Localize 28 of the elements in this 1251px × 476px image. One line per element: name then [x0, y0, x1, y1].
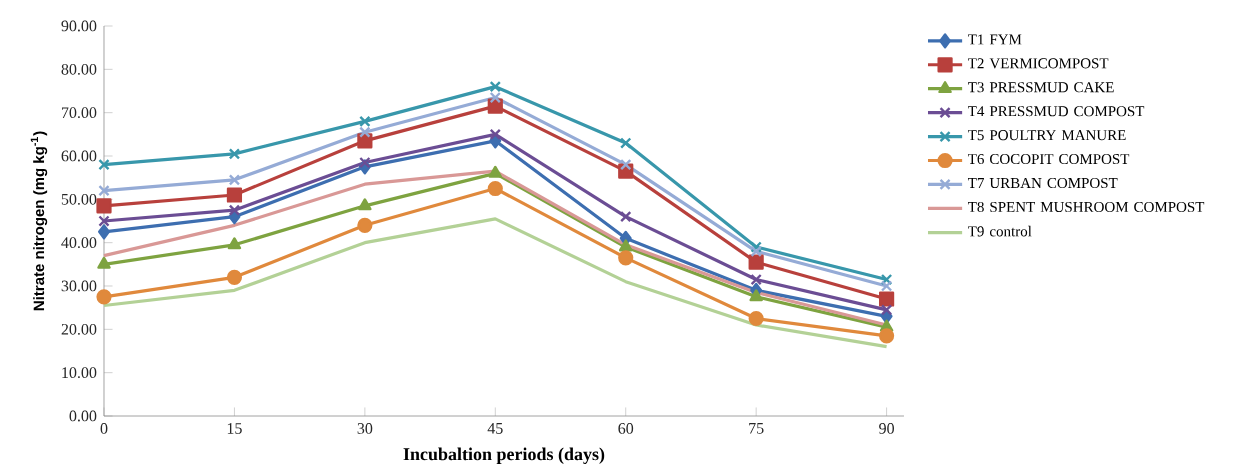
y-tick-label: 30.00 — [61, 280, 97, 292]
y-tick-label: 60.00 — [61, 150, 97, 162]
legend-label: T2 VERMICOMPOST — [968, 58, 1109, 69]
y-tick-label: 50.00 — [61, 193, 97, 205]
y-tick-label: 80.00 — [61, 63, 97, 75]
y-tick-label: 20.00 — [61, 323, 97, 335]
legend-label: T6 COCOPIT COMPOST — [968, 154, 1130, 165]
y-tick-label: 40.00 — [61, 237, 97, 249]
y-tick-label: 90.00 — [61, 20, 97, 32]
x-tick-label: 60 — [618, 423, 634, 434]
x-tick-label: 45 — [487, 423, 503, 434]
x-tick-label: 75 — [749, 423, 764, 434]
legend-label: T7 URBAN COMPOST — [968, 177, 1118, 189]
legend-label: T8 SPENT MUSHROOM COMPOST — [968, 201, 1205, 213]
y-axis-title: Nitrate nitrogen (mg kg$^{-1}$) — [30, 131, 48, 311]
legend-label: T1 FYM — [968, 34, 1022, 45]
y-tick-label: 70.00 — [62, 107, 97, 119]
legend-label: T4 PRESSMUD COMPOST — [968, 106, 1145, 117]
y-tick-label: 10.00 — [62, 367, 97, 379]
x-tick-label: 30 — [357, 423, 373, 434]
x-tick-label: 15 — [227, 423, 242, 434]
x-tick-label: 90 — [879, 423, 894, 434]
legend-label: T9 control — [968, 225, 1032, 237]
legend-label: T5 POULTRY MANURE — [968, 130, 1126, 141]
legend-label: T3 PRESSMUD CAKE — [968, 82, 1114, 93]
x-tick-label: 0 — [100, 423, 108, 434]
x-axis-title: Incubaltion periods (days) — [403, 447, 605, 464]
y-tick-label: 0.00 — [69, 410, 97, 422]
